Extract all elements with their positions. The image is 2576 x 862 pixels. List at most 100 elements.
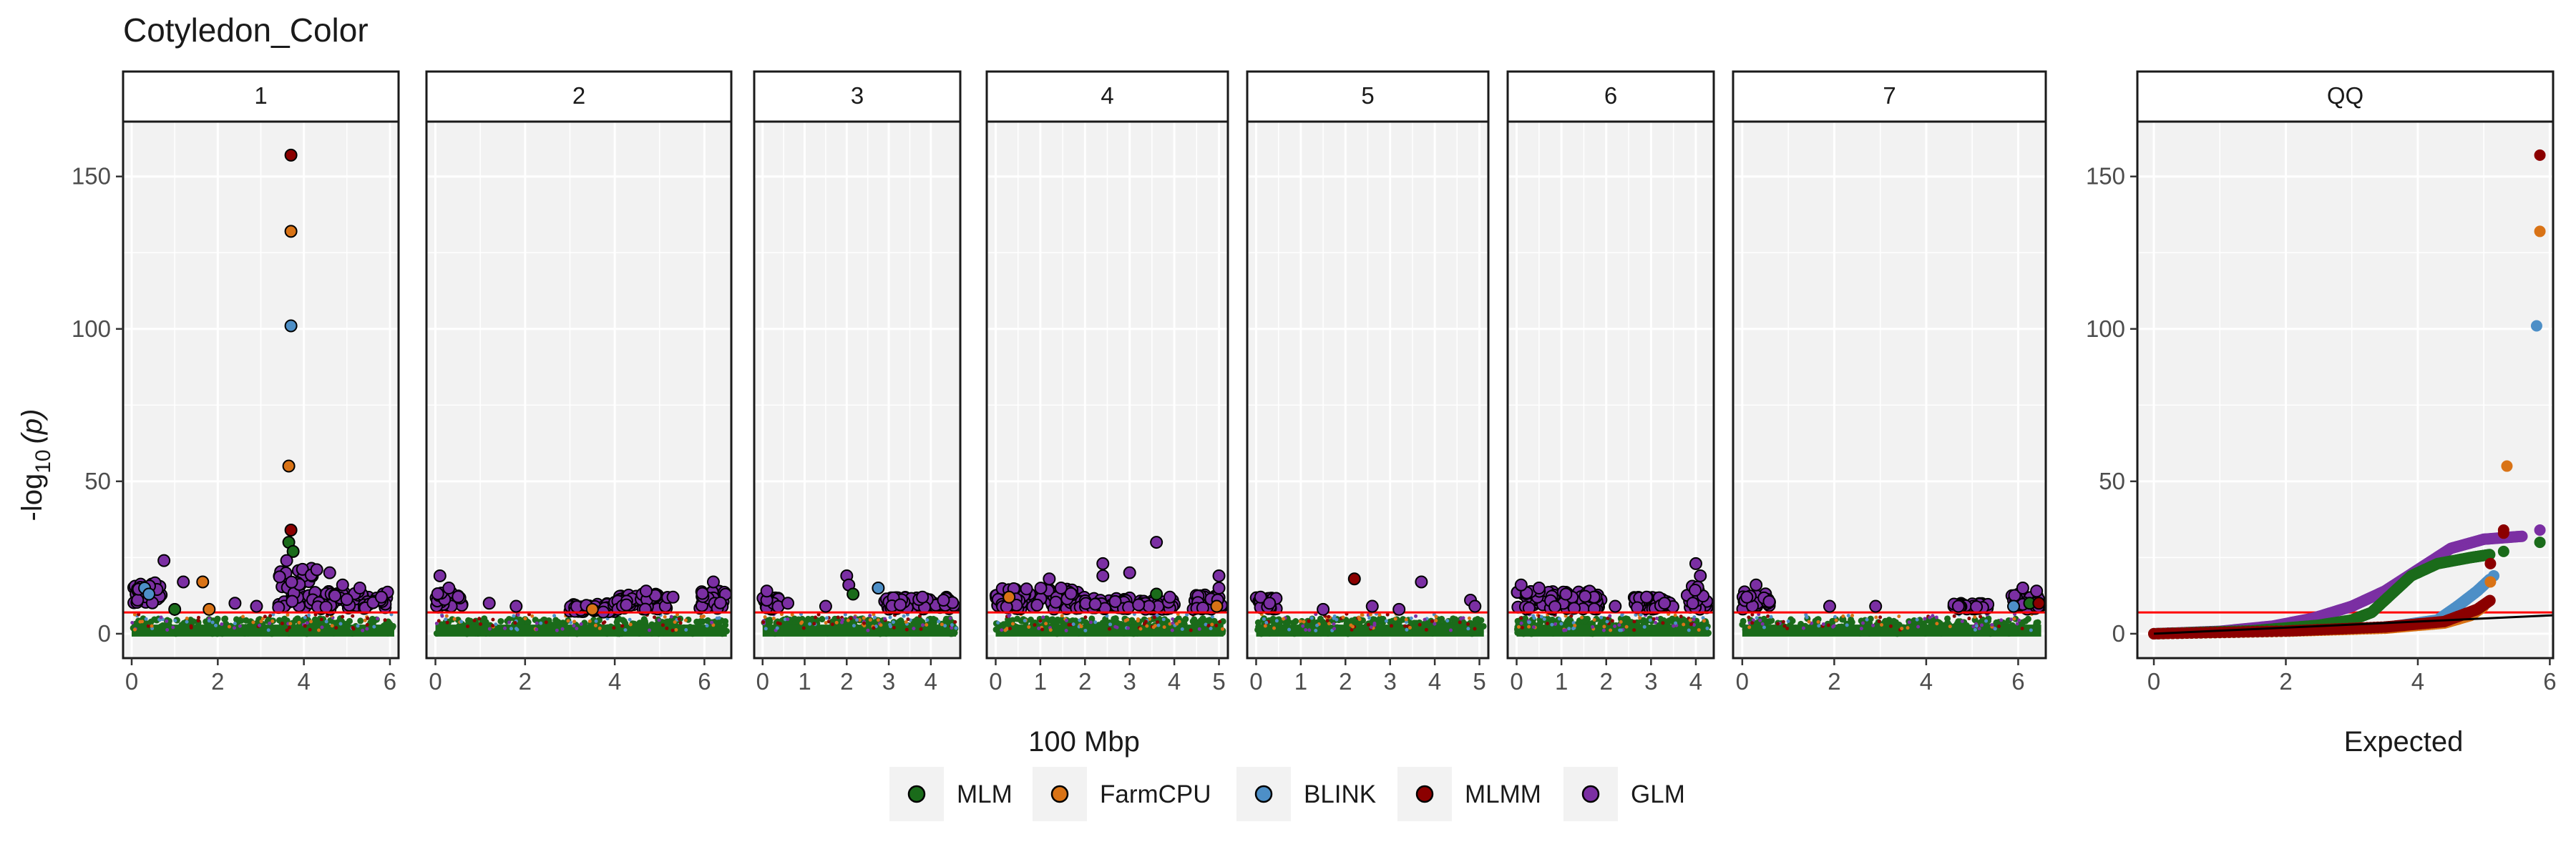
cluster-point xyxy=(1142,599,1156,613)
background-point xyxy=(1453,617,1460,625)
background-point xyxy=(1292,618,1299,625)
background-point xyxy=(669,614,673,619)
legend-item-mlmm: MLMM xyxy=(1397,767,1541,821)
legend-symbol xyxy=(1581,785,1600,803)
x-tick-label: 0 xyxy=(756,668,769,695)
background-point xyxy=(1632,619,1636,624)
background-point xyxy=(1608,614,1612,618)
background-point xyxy=(1008,613,1012,617)
background-point xyxy=(761,620,766,625)
background-point xyxy=(1301,624,1305,628)
point-glm xyxy=(1869,599,1883,613)
background-point xyxy=(258,623,262,627)
x-tick-label: 2 xyxy=(1828,668,1840,695)
background-point xyxy=(1532,616,1536,620)
background-point xyxy=(1262,617,1266,621)
background-point xyxy=(1384,619,1388,623)
background-point xyxy=(1758,618,1762,622)
background-point xyxy=(1935,622,1939,626)
background-point xyxy=(1264,620,1269,625)
background-point xyxy=(775,626,779,630)
background-point xyxy=(1083,628,1088,632)
background-point xyxy=(452,617,457,621)
manhattan-panel-6: 60 1 2 3 4 xyxy=(1506,70,1715,695)
background-point xyxy=(1145,624,1149,628)
point-glm xyxy=(1532,581,1546,594)
point-glm xyxy=(1254,590,1267,604)
point-glm xyxy=(706,575,720,589)
point-glm xyxy=(819,599,832,613)
background-point xyxy=(1571,627,1576,631)
background-point xyxy=(846,618,850,622)
point-glm xyxy=(937,594,950,607)
background-point xyxy=(778,622,782,626)
background-point xyxy=(150,624,154,628)
background-point xyxy=(924,622,929,627)
background-point xyxy=(653,615,657,619)
background-point xyxy=(1559,622,1563,626)
background-point xyxy=(1979,614,1983,619)
background-point xyxy=(1078,618,1082,622)
cluster-point xyxy=(1579,589,1592,603)
background-point xyxy=(1567,627,1571,631)
facet-strip xyxy=(122,70,400,123)
background-point xyxy=(1108,622,1113,627)
background-point xyxy=(147,618,155,625)
point-blink xyxy=(872,581,885,594)
background-point xyxy=(888,615,892,619)
background-point xyxy=(711,623,716,627)
background-point xyxy=(841,618,845,622)
background-point xyxy=(516,612,520,617)
background-point xyxy=(1314,629,1318,633)
background-point xyxy=(251,620,255,625)
background-point xyxy=(1516,625,1521,629)
background-point xyxy=(852,624,856,628)
background-point xyxy=(1218,619,1222,624)
legend-item-farmcpu: FarmCPU xyxy=(1033,767,1211,821)
cluster-point xyxy=(296,562,309,576)
background-point xyxy=(165,619,169,623)
point-farmcpu xyxy=(2534,225,2546,237)
qq-point xyxy=(2516,530,2528,542)
background-point xyxy=(1423,617,1427,622)
background-point xyxy=(954,626,958,630)
background-point xyxy=(1287,627,1292,632)
x-tick-label: 3 xyxy=(882,668,895,695)
background-point xyxy=(824,621,828,625)
background-point xyxy=(1539,614,1543,619)
background-point xyxy=(1782,624,1787,628)
background-point xyxy=(648,628,652,632)
x-tick-label: 6 xyxy=(698,668,711,695)
x-axis-label-manhattan: 100 Mbp xyxy=(1028,726,1140,758)
point-glm xyxy=(1415,575,1428,589)
background-point xyxy=(1307,619,1311,623)
x-tick-label: 6 xyxy=(2011,668,2024,695)
background-point xyxy=(640,616,648,623)
background-point xyxy=(351,614,355,618)
legend-item-glm: GLM xyxy=(1563,767,1685,821)
background-point xyxy=(351,625,355,630)
background-points xyxy=(1736,585,2047,637)
y-axis-label-main: -log xyxy=(16,474,48,521)
x-tick-label: 2 xyxy=(2279,668,2292,695)
background-point xyxy=(684,628,688,632)
background-band xyxy=(1516,625,1709,637)
background-point xyxy=(459,619,464,624)
background-point xyxy=(1750,612,1755,617)
background-point xyxy=(487,627,492,631)
background-points xyxy=(429,584,732,637)
background-point xyxy=(942,617,950,625)
point-blink xyxy=(2530,320,2542,332)
background-point xyxy=(137,612,141,617)
facet-strip xyxy=(985,70,1229,123)
background-point xyxy=(265,616,272,623)
background-point xyxy=(670,628,675,632)
background-point xyxy=(1619,619,1623,624)
facet-strip xyxy=(2136,70,2555,123)
point-glm xyxy=(1658,597,1672,610)
background-point xyxy=(1993,627,1997,631)
background-point xyxy=(320,625,324,630)
background-point xyxy=(1562,628,1566,632)
